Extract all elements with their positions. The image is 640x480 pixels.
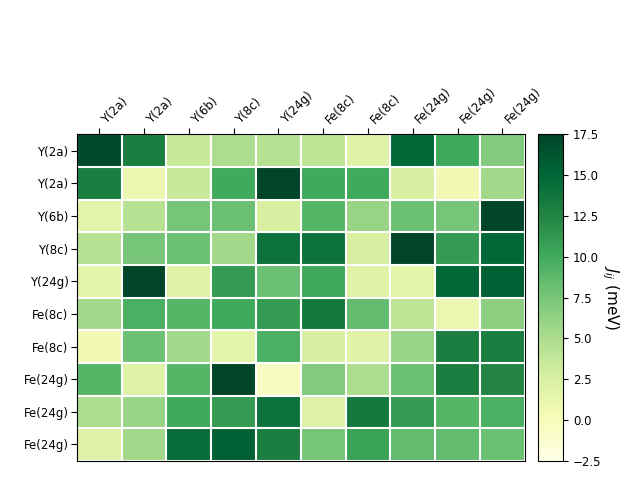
Y-axis label: $\it{J}_{ij}$ (meV): $\it{J}_{ij}$ (meV) [600,265,621,330]
